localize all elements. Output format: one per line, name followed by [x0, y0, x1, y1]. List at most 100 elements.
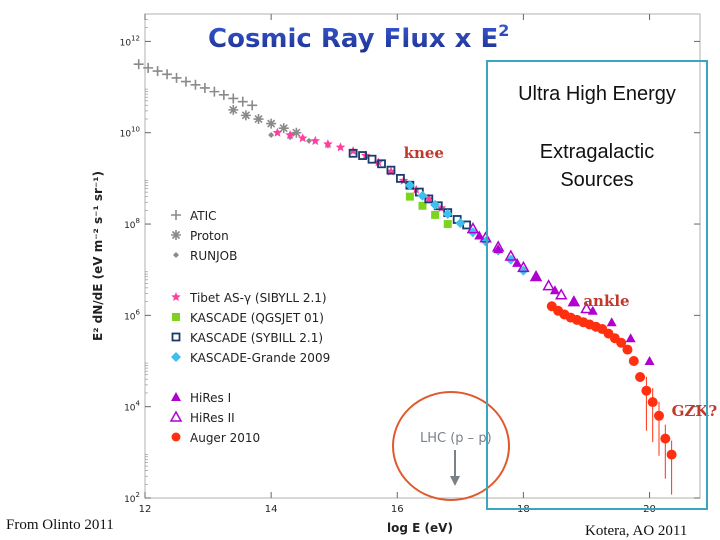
data-point — [424, 194, 434, 204]
y-tick-label: 106 — [124, 308, 140, 322]
data-point — [310, 135, 320, 145]
annotation-knee: knee — [404, 144, 444, 162]
data-point — [323, 139, 333, 149]
data-point — [418, 201, 427, 210]
legend: ATIC Proton RUNJOB Tibet AS-γ (SIBYLL 2.1) K… — [169, 209, 330, 445]
legend-label: KASCADE (QGSJET 01) — [190, 311, 324, 325]
data-point — [358, 151, 367, 160]
data-point — [431, 210, 440, 219]
x-tick-label: 16 — [391, 504, 404, 515]
data-point — [474, 230, 485, 240]
data-point — [297, 133, 308, 143]
data-point — [606, 317, 617, 327]
data-point — [228, 104, 239, 115]
data-point — [268, 132, 275, 138]
data-point — [616, 337, 627, 348]
legend-marker — [169, 410, 183, 422]
chart-title-text: Cosmic Ray Flux x E — [208, 24, 498, 54]
data-point — [529, 270, 543, 282]
data-point — [218, 89, 229, 100]
data-point — [417, 190, 428, 201]
data-point — [580, 301, 593, 314]
legend-marker — [171, 210, 181, 220]
legend-label: Proton — [190, 229, 229, 243]
legend-marker — [171, 292, 181, 301]
legend-marker — [171, 352, 181, 362]
data-point — [635, 372, 646, 382]
data-point — [367, 154, 377, 164]
legend-marker — [171, 392, 181, 401]
legend-marker — [171, 230, 181, 240]
legend-label: KASCADE-Grande 2009 — [190, 351, 330, 365]
legend-label: HiRes II — [190, 411, 235, 425]
series-asterisk — [228, 104, 302, 138]
data-point — [542, 279, 555, 291]
series-square — [405, 192, 452, 229]
data-point — [455, 218, 466, 229]
data-point — [272, 127, 283, 137]
x-tick-label: 14 — [265, 504, 278, 515]
data-point — [660, 433, 671, 444]
annotations: knee ankle GZK? — [404, 144, 718, 420]
box-text-ultra-high-energy: Ultra High Energy — [518, 83, 676, 105]
data-point — [424, 193, 434, 203]
data-point — [152, 66, 163, 77]
data-point — [209, 86, 220, 97]
data-point — [228, 93, 239, 104]
legend-marker — [171, 332, 181, 342]
data-point — [305, 137, 312, 144]
data-point — [504, 249, 518, 261]
series-triangle-open — [466, 222, 593, 314]
data-point — [162, 69, 173, 80]
legend-marker — [171, 432, 181, 442]
caption-right: Kotera, AO 2011 — [585, 523, 688, 539]
data-point — [666, 449, 677, 460]
data-point — [647, 397, 658, 408]
data-point — [291, 127, 302, 138]
legend-label: ATIC — [190, 209, 217, 223]
data-point — [404, 180, 415, 191]
data-point — [171, 72, 182, 83]
data-point — [479, 231, 492, 243]
data-point — [180, 76, 191, 87]
data-point — [568, 296, 579, 306]
data-point — [466, 222, 480, 234]
data-point — [348, 148, 358, 158]
data-point — [199, 82, 210, 93]
data-point — [442, 208, 453, 219]
series-circle — [546, 301, 677, 495]
data-point — [143, 62, 154, 73]
uhe-highlight-box — [486, 60, 708, 510]
data-point — [266, 118, 277, 129]
lhc-label: LHC (p – p) — [420, 431, 492, 446]
data-point — [190, 79, 201, 90]
x-axis-label: log E (eV) — [387, 521, 453, 535]
data-point — [377, 159, 386, 169]
data-point — [386, 165, 396, 175]
data-point — [443, 220, 452, 229]
y-axis-label: E² dN/dE (eV m⁻² s⁻¹ sr⁻¹) — [91, 171, 105, 341]
data-point — [512, 257, 523, 267]
legend-label: RUNJOB — [190, 249, 237, 263]
data-point — [654, 410, 665, 421]
data-point — [554, 288, 568, 300]
data-point — [517, 260, 530, 273]
data-point — [237, 96, 248, 107]
data-point — [628, 356, 639, 367]
annotation-ankle: ankle — [583, 292, 629, 310]
y-tick-label: 104 — [124, 400, 140, 414]
y-tick-label: 1010 — [120, 126, 140, 140]
data-point — [405, 192, 414, 201]
data-point — [285, 130, 295, 139]
data-point — [549, 285, 560, 295]
series-plus — [133, 59, 258, 111]
y-tick-label: 108 — [124, 217, 140, 231]
y-tick-label: 102 — [124, 491, 140, 505]
caption-left: From Olinto 2011 — [6, 517, 114, 533]
lhc-circle — [392, 391, 510, 501]
y-tick-label: 1012 — [120, 34, 140, 48]
data-series — [133, 59, 677, 495]
data-point — [335, 142, 346, 152]
data-point — [253, 114, 264, 125]
